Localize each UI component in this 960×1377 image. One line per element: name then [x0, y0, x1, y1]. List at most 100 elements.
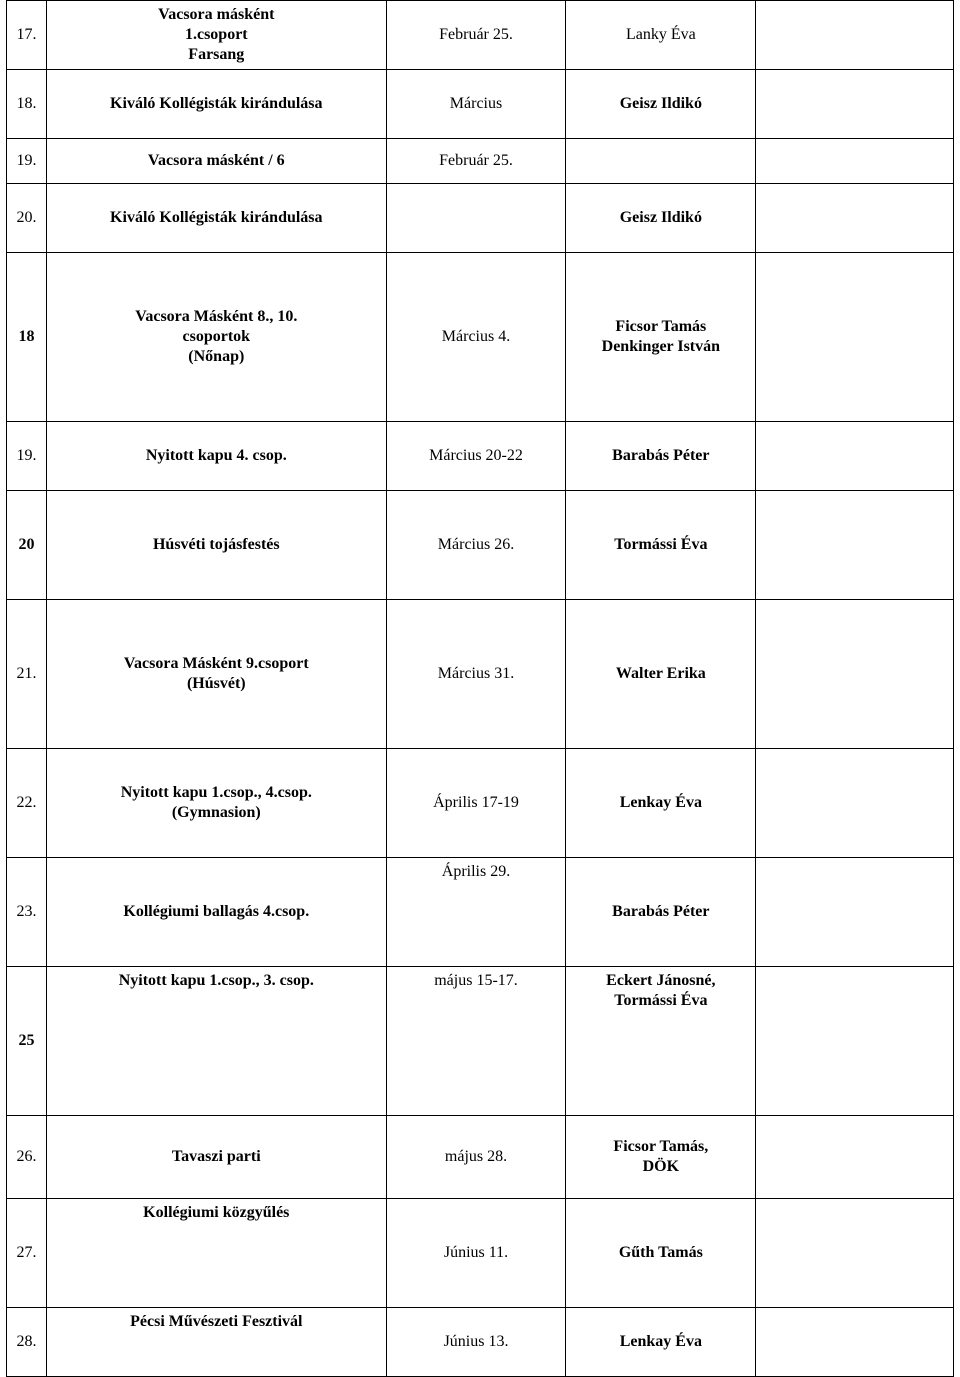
extra-cell — [756, 1, 954, 70]
event-cell: Vacsora Másként 8., 10.csoportok(Nőnap) — [46, 253, 386, 422]
table-row: 20.Kiváló Kollégisták kirándulása Geisz I… — [7, 184, 954, 253]
date-cell: Március 31. — [386, 600, 566, 749]
extra-cell — [756, 749, 954, 858]
table-row: 28.Pécsi Művészeti FesztiválJúnius 13.Le… — [7, 1308, 954, 1377]
row-number: 28. — [7, 1308, 47, 1377]
schedule-table: 17.Vacsora másként1.csoportFarsangFebruá… — [6, 0, 954, 1377]
event-cell: Húsvéti tojásfestés — [46, 491, 386, 600]
event-line: Vacsora másként — [53, 5, 380, 25]
page: 17.Vacsora másként1.csoportFarsangFebruá… — [0, 0, 960, 1377]
table-row: 20Húsvéti tojásfestésMárcius 26.Tormássi… — [7, 491, 954, 600]
row-number: 20. — [7, 184, 47, 253]
row-number: 23. — [7, 858, 47, 967]
table-row: 23.Kollégiumi ballagás 4.csop.Április 29… — [7, 858, 954, 967]
event-cell: Vacsora másként1.csoportFarsang — [46, 1, 386, 70]
extra-cell — [756, 253, 954, 422]
date-cell: Június 13. — [386, 1308, 566, 1377]
person-cell: Eckert Jánosné,Tormássi Éva — [566, 967, 756, 1116]
row-number: 25 — [7, 967, 47, 1116]
table-row: 26.Tavaszi partimájus 28.Ficsor Tamás,DÖ… — [7, 1116, 954, 1199]
row-number: 17. — [7, 1, 47, 70]
event-cell: Kollégiumi közgyűlés — [46, 1199, 386, 1308]
event-cell: Vacsora másként / 6 — [46, 139, 386, 184]
row-number: 19. — [7, 422, 47, 491]
event-cell: Nyitott kapu 1.csop., 3. csop. — [46, 967, 386, 1116]
person-line: Ficsor Tamás, — [572, 1137, 749, 1157]
event-cell: Pécsi Művészeti Fesztivál — [46, 1308, 386, 1377]
person-line: Denkinger István — [572, 337, 749, 357]
date-cell: Február 25. — [386, 1, 566, 70]
extra-cell — [756, 600, 954, 749]
event-line: (Nőnap) — [53, 347, 380, 367]
person-line: DÖK — [572, 1157, 749, 1177]
date-cell: Március 4. — [386, 253, 566, 422]
person-cell: Lanky Éva — [566, 1, 756, 70]
event-line: (Gymnasion) — [53, 803, 380, 823]
person-cell: Lenkay Éva — [566, 749, 756, 858]
row-number: 20 — [7, 491, 47, 600]
date-cell: Április 17-19 — [386, 749, 566, 858]
person-cell: Geisz Ildikó — [566, 184, 756, 253]
event-line: 1.csoport — [53, 25, 380, 45]
table-row: 25Nyitott kapu 1.csop., 3. csop.május 15… — [7, 967, 954, 1116]
person-line: Eckert Jánosné, — [572, 971, 749, 991]
event-cell: Kollégiumi ballagás 4.csop. — [46, 858, 386, 967]
event-cell: Nyitott kapu 4. csop. — [46, 422, 386, 491]
extra-cell — [756, 967, 954, 1116]
extra-cell — [756, 491, 954, 600]
row-number: 19. — [7, 139, 47, 184]
event-cell: Kiváló Kollégisták kirándulása — [46, 70, 386, 139]
event-line: csoportok — [53, 327, 380, 347]
person-cell: Geisz Ildikó — [566, 70, 756, 139]
person-cell: Gűth Tamás — [566, 1199, 756, 1308]
table-row: 17.Vacsora másként1.csoportFarsangFebruá… — [7, 1, 954, 70]
event-line: Farsang — [53, 45, 380, 65]
date-cell: Június 11. — [386, 1199, 566, 1308]
extra-cell — [756, 422, 954, 491]
row-number: 18. — [7, 70, 47, 139]
extra-cell — [756, 1308, 954, 1377]
date-cell: Március 26. — [386, 491, 566, 600]
row-number: 27. — [7, 1199, 47, 1308]
table-row: 19.Nyitott kapu 4. csop.Március 20-22Bar… — [7, 422, 954, 491]
extra-cell — [756, 1199, 954, 1308]
table-row: 21.Vacsora Másként 9.csoport(Húsvét)Márc… — [7, 600, 954, 749]
row-number: 26. — [7, 1116, 47, 1199]
extra-cell — [756, 139, 954, 184]
row-number: 22. — [7, 749, 47, 858]
date-cell: május 28. — [386, 1116, 566, 1199]
table-body: 17.Vacsora másként1.csoportFarsangFebruá… — [7, 1, 954, 1377]
date-cell: Február 25. — [386, 139, 566, 184]
event-cell: Tavaszi parti — [46, 1116, 386, 1199]
person-cell — [566, 139, 756, 184]
extra-cell — [756, 184, 954, 253]
event-line: Nyitott kapu 1.csop., 4.csop. — [53, 783, 380, 803]
person-cell: Ficsor Tamás,DÖK — [566, 1116, 756, 1199]
event-cell: Vacsora Másként 9.csoport(Húsvét) — [46, 600, 386, 749]
event-line: Vacsora Másként 9.csoport — [53, 654, 380, 674]
person-cell: Walter Erika — [566, 600, 756, 749]
extra-cell — [756, 70, 954, 139]
date-cell: május 15-17. — [386, 967, 566, 1116]
table-row: 19.Vacsora másként / 6Február 25. — [7, 139, 954, 184]
table-row: 18.Kiváló Kollégisták kirándulásaMárcius… — [7, 70, 954, 139]
date-cell: Március — [386, 70, 566, 139]
person-cell: Barabás Péter — [566, 422, 756, 491]
date-cell: Március 20-22 — [386, 422, 566, 491]
person-cell: Tormássi Éva — [566, 491, 756, 600]
event-line: Vacsora Másként 8., 10. — [53, 307, 380, 327]
extra-cell — [756, 1116, 954, 1199]
row-number: 18 — [7, 253, 47, 422]
date-cell — [386, 184, 566, 253]
person-line: Tormássi Éva — [572, 991, 749, 1011]
extra-cell — [756, 858, 954, 967]
person-cell: Ficsor TamásDenkinger István — [566, 253, 756, 422]
person-cell: Barabás Péter — [566, 858, 756, 967]
row-number: 21. — [7, 600, 47, 749]
table-row: 27.Kollégiumi közgyűlésJúnius 11.Gűth Ta… — [7, 1199, 954, 1308]
event-line: (Húsvét) — [53, 674, 380, 694]
date-cell: Április 29. — [386, 858, 566, 967]
event-cell: Nyitott kapu 1.csop., 4.csop.(Gymnasion) — [46, 749, 386, 858]
table-row: 18Vacsora Másként 8., 10.csoportok(Nőnap… — [7, 253, 954, 422]
event-cell: Kiváló Kollégisták kirándulása — [46, 184, 386, 253]
